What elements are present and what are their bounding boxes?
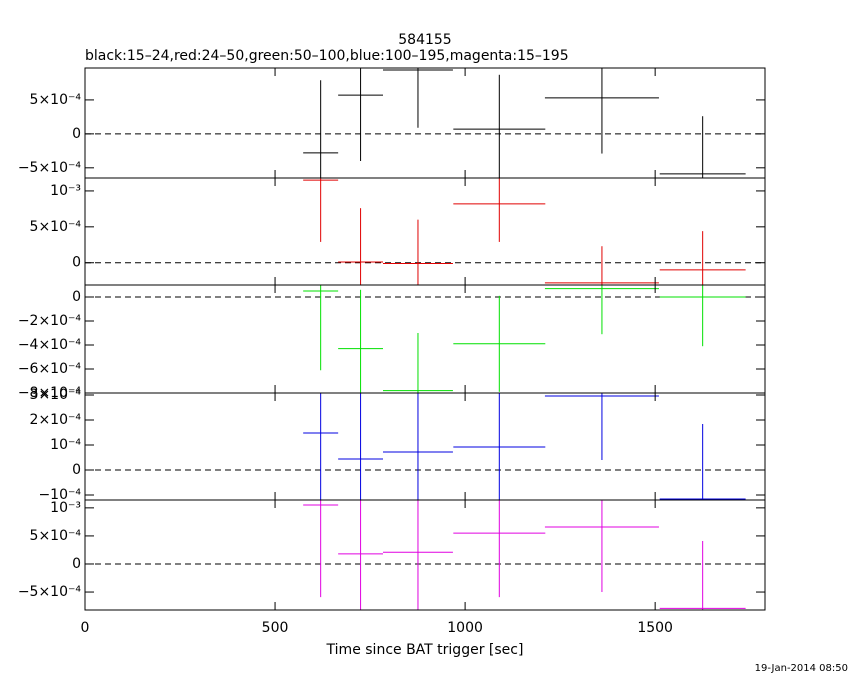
y-tick-label: 0 bbox=[72, 289, 81, 305]
panel-marks bbox=[85, 178, 765, 285]
panel-marks bbox=[85, 285, 765, 393]
y-tick-label: 2×10⁻⁴ bbox=[30, 412, 82, 428]
footer: 19-Jan-2014 08:50 bbox=[755, 663, 848, 674]
x-tick-label: 1500 bbox=[637, 620, 673, 636]
y-tick-label: −5×10⁻⁴ bbox=[18, 584, 82, 600]
panel-marks bbox=[85, 500, 765, 610]
y-tick-label: −4×10⁻⁴ bbox=[18, 337, 82, 353]
y-tick-label: −10⁻⁴ bbox=[38, 487, 81, 503]
chart-subtitle: black:15–24,red:24–50,green:50–100,blue:… bbox=[85, 48, 569, 64]
y-tick-label: 10⁻³ bbox=[50, 500, 81, 516]
y-tick-label: 5×10⁻⁴ bbox=[30, 92, 82, 108]
y-tick-label: 5×10⁻⁴ bbox=[30, 528, 82, 544]
y-tick-label: 0 bbox=[72, 255, 81, 271]
y-tick-label: 10⁻³ bbox=[50, 183, 81, 199]
panel-marks bbox=[85, 68, 765, 178]
y-tick-label: −5×10⁻⁴ bbox=[18, 160, 82, 176]
y-tick-label: 0 bbox=[72, 556, 81, 572]
x-tick-label: 0 bbox=[81, 620, 90, 636]
x-tick-label: 500 bbox=[262, 620, 289, 636]
panel-frame bbox=[84, 499, 766, 611]
y-tick-label: 0 bbox=[72, 126, 81, 142]
y-tick-label: −6×10⁻⁴ bbox=[18, 361, 82, 377]
y-tick-label: 0 bbox=[72, 462, 81, 478]
y-tick-label: 3×10⁻⁴ bbox=[30, 387, 82, 403]
x-axis-label: Time since BAT trigger [sec] bbox=[326, 642, 524, 658]
y-tick-label: 10⁻⁴ bbox=[50, 437, 81, 453]
y-tick-label: −8×10⁻⁴ bbox=[18, 385, 82, 401]
panel-marks bbox=[85, 393, 765, 500]
y-tick-label: 5×10⁻⁴ bbox=[30, 219, 82, 235]
x-tick-label: 1000 bbox=[447, 620, 483, 636]
y-tick-label: −2×10⁻⁴ bbox=[18, 313, 82, 329]
chart-title: 584155 bbox=[398, 32, 451, 48]
